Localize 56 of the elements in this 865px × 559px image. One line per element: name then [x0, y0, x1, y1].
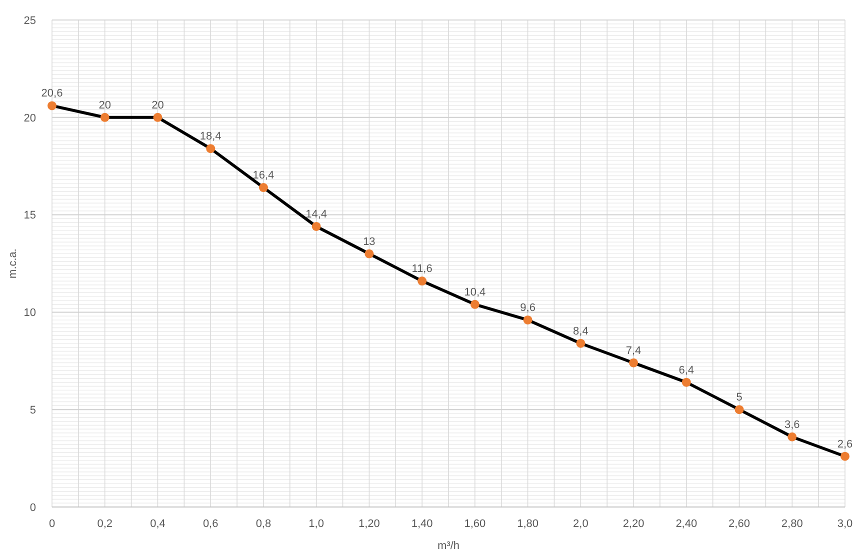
point	[840, 452, 850, 461]
point	[206, 144, 216, 154]
y-tick-label: 25	[24, 14, 36, 27]
data-label: 14,4	[306, 208, 328, 220]
y-tick-label: 0	[30, 502, 36, 514]
point	[682, 378, 691, 387]
data-label: 10,4	[464, 286, 486, 298]
x-tick-label: 3,0	[837, 518, 853, 530]
data-label: 2,6	[837, 438, 853, 450]
point	[788, 432, 797, 442]
x-tick-label: 2,40	[676, 518, 698, 530]
data-label: 7,4	[626, 344, 642, 357]
point	[576, 338, 586, 348]
data-label: 20,6	[41, 88, 63, 100]
data-label: 20	[152, 99, 164, 112]
y-tick-label: 20	[24, 112, 36, 124]
point	[100, 112, 110, 122]
data-label: 16,4	[252, 170, 274, 182]
point	[470, 300, 480, 309]
point	[48, 101, 56, 110]
x-tick-label: 1,40	[411, 518, 433, 530]
data-label: 9,6	[520, 302, 536, 314]
x-tick-label: 1,80	[517, 518, 539, 530]
x-axis-title: m³/h	[438, 540, 460, 552]
y-tick-label: 10	[24, 307, 36, 320]
data-label: 20	[98, 99, 111, 112]
x-tick-label: 1,0	[308, 518, 324, 530]
x-tick-label: 2,80	[781, 518, 803, 530]
point	[629, 358, 638, 368]
point	[418, 276, 427, 286]
x-tick-label: 1,60	[464, 518, 486, 530]
x-tick-label: 2,20	[622, 518, 644, 530]
point	[258, 183, 268, 192]
y-axis-title: m.c.a.	[7, 248, 19, 278]
x-tick-label: 1,20	[358, 518, 380, 530]
data-label: 6,4	[678, 364, 694, 376]
data-label: 11,6	[412, 263, 432, 276]
data-label: 8,4	[573, 325, 588, 338]
point	[364, 249, 374, 258]
x-tick-label: 0,2	[97, 518, 113, 530]
point	[153, 112, 162, 122]
x-tick-label: 0,4	[150, 518, 166, 530]
point	[523, 315, 532, 324]
data-label: 5	[736, 392, 742, 404]
point	[312, 222, 321, 231]
x-tick-label: 0,8	[256, 518, 272, 530]
point	[734, 405, 744, 414]
data-label: 13	[363, 236, 376, 248]
x-tick-label: 2,60	[728, 518, 750, 530]
x-tick-label: 2,0	[573, 518, 588, 530]
data-label: 18,4	[200, 130, 222, 143]
y-tick-label: 5	[30, 404, 36, 416]
x-tick-label: 0	[48, 518, 56, 530]
y-tick-label: 15	[24, 210, 36, 222]
x-tick-label: 0,6	[202, 518, 218, 530]
data-label: 3,6	[784, 418, 800, 431]
